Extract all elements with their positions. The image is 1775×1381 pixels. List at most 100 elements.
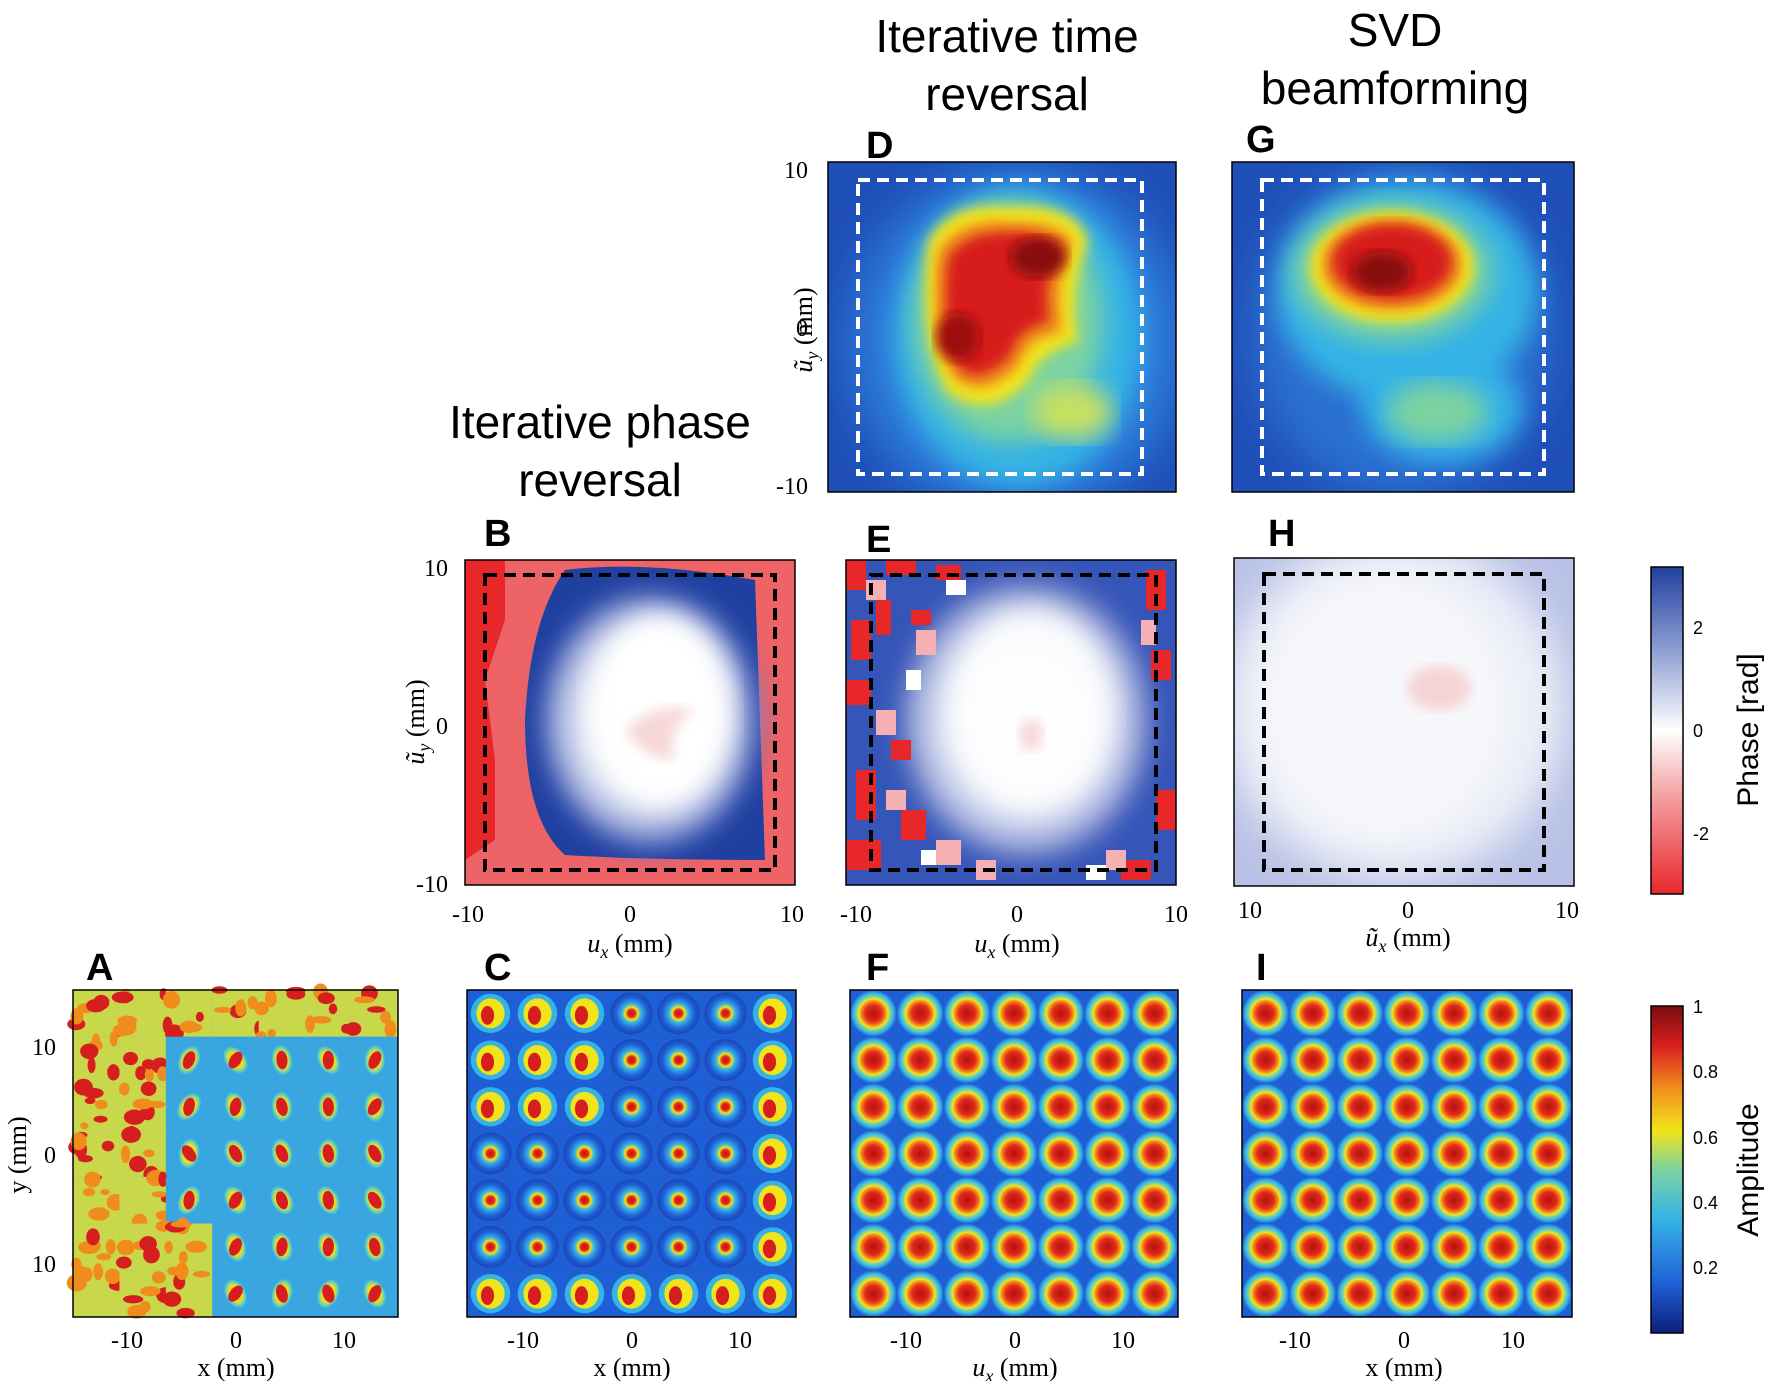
focal-spot: [850, 1130, 897, 1177]
axis-label-e-x: ux (mm): [974, 929, 1059, 962]
axis-label-i-x: x (mm): [1365, 1353, 1442, 1381]
focal-spot: [1084, 1130, 1132, 1177]
plot-i-image: [1242, 989, 1572, 1318]
focal-spot: [1289, 1223, 1337, 1271]
focal-spot: [1336, 1223, 1384, 1271]
svg-text:-10: -10: [111, 1328, 143, 1354]
plot-a-image: [66, 983, 398, 1319]
focal-spot: [749, 1176, 796, 1224]
focal-spot: [896, 989, 944, 1037]
focal-spot: [212, 1083, 259, 1131]
focal-spot: [1430, 1036, 1478, 1084]
svg-text:0: 0: [1693, 721, 1703, 741]
focal-spot: [1131, 1130, 1178, 1177]
svg-text:-10: -10: [840, 902, 872, 928]
focal-spot: [1084, 1036, 1132, 1084]
plot-h-image: [1234, 558, 1574, 886]
focal-spot: [990, 989, 1038, 1037]
focal-spot: [212, 1223, 259, 1271]
focal-spot: [258, 1176, 306, 1224]
focal-spot: [305, 1270, 352, 1317]
focal-spot: [655, 1130, 702, 1177]
focal-spot: [896, 1130, 944, 1177]
focal-spot: [1524, 1130, 1572, 1177]
svg-text:0: 0: [796, 316, 808, 342]
focal-spot: [850, 1176, 897, 1224]
focal-spot: [1037, 989, 1085, 1037]
focal-spot: [305, 1083, 352, 1131]
focal-spot: [1336, 1270, 1384, 1318]
focal-spot: [1336, 1176, 1384, 1224]
title-iterative-time-reversal: Iterative time reversal: [875, 10, 1138, 120]
focal-spot: [561, 1130, 608, 1177]
focal-spot: [73, 1031, 120, 1084]
focal-spot: [702, 1083, 749, 1131]
svg-text:0.2: 0.2: [1693, 1258, 1718, 1278]
svg-text:10: 10: [1238, 898, 1262, 924]
focal-spot: [943, 1270, 991, 1318]
focal-spot: [1131, 1036, 1178, 1084]
focal-spot: [212, 1130, 259, 1177]
focal-spot: [514, 1270, 561, 1317]
focal-spot: [351, 1223, 398, 1271]
focal-spot: [702, 990, 749, 1037]
focal-spot: [1336, 1083, 1384, 1131]
focal-spot: [608, 1130, 655, 1177]
panel-label-h: H: [1268, 513, 1295, 555]
focal-spot: [514, 1036, 561, 1084]
focal-spot: [1430, 1083, 1478, 1131]
focal-spot: [514, 1083, 561, 1131]
svg-text:reversal: reversal: [925, 68, 1089, 120]
focal-spot: [115, 1220, 174, 1271]
svg-text:-10: -10: [890, 1328, 922, 1354]
focal-spot: [211, 986, 263, 1037]
svg-text:10: 10: [1164, 902, 1188, 928]
focal-spot: [1524, 1036, 1572, 1084]
focal-spot: [1084, 1270, 1132, 1318]
focal-spot: [305, 1130, 352, 1177]
axis-label-b-x: ux (mm): [587, 929, 672, 962]
plot-b-image: [465, 560, 795, 885]
focal-spot: [608, 1176, 655, 1224]
focal-spot: [1336, 989, 1384, 1037]
focal-spot: [1524, 989, 1572, 1037]
focal-spot: [1477, 989, 1525, 1037]
focal-spot: [162, 990, 213, 1043]
colorbar-phase: 2 0 -2 Phase [rad]: [1650, 566, 1765, 895]
focal-spot: [165, 1036, 213, 1084]
focal-spot: [850, 1036, 897, 1084]
svg-text:1: 1: [1693, 997, 1703, 1017]
focal-spot: [467, 1223, 514, 1271]
focal-spot: [1430, 1270, 1478, 1318]
focal-spot: [990, 1130, 1038, 1177]
focal-spot: [1242, 1223, 1290, 1271]
panel-f: F -10 0 10 ux (mm): [849, 947, 1179, 1381]
focal-spot: [702, 1176, 749, 1224]
focal-spot: [655, 990, 702, 1037]
focal-spot: [164, 1217, 213, 1271]
focal-spot: [749, 1223, 796, 1271]
svg-text:10: 10: [780, 902, 804, 928]
focal-spot: [561, 990, 608, 1037]
focal-spot: [111, 988, 168, 1037]
focal-spot: [1430, 989, 1478, 1037]
focal-spot: [1289, 1270, 1337, 1318]
focal-spot: [990, 1270, 1038, 1318]
colorbar-amplitude: 1 0.8 0.6 0.4 0.2 Amplitude: [1650, 997, 1765, 1334]
svg-text:-2: -2: [1693, 824, 1709, 844]
focal-spot: [990, 1176, 1038, 1224]
focal-spot: [212, 1036, 259, 1084]
focal-spot: [258, 1036, 306, 1084]
svg-text:10: 10: [1555, 898, 1579, 924]
focal-spot: [1524, 1223, 1572, 1271]
focal-spot: [351, 1130, 398, 1177]
focal-spot: [655, 1083, 702, 1131]
focal-spot: [850, 1083, 897, 1131]
focal-spot: [1524, 1270, 1572, 1318]
focal-spot: [655, 1036, 702, 1084]
title-iterative-phase-reversal: Iterative phase reversal: [449, 396, 751, 506]
panel-label-d: D: [866, 125, 893, 167]
focal-spot: [702, 1223, 749, 1271]
axis-label-f-x: ux (mm): [972, 1353, 1057, 1381]
